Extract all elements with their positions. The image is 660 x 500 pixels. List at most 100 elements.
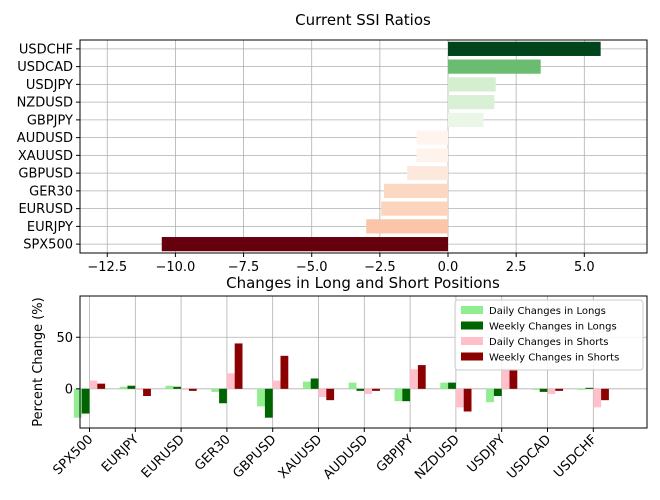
legend-label: Weekly Changes in Longs: [489, 322, 617, 333]
y-tick-label: XAUUSD: [18, 149, 73, 164]
legend-label: Weekly Changes in Shorts: [489, 353, 619, 364]
bar-eurjpy-series-2: [135, 388, 144, 390]
plot-frame: [79, 295, 648, 429]
bar-xauusd-series-1: [310, 378, 319, 389]
bar-gbpusd-series-3: [280, 355, 289, 389]
bar-usdchf-series-0: [577, 388, 586, 390]
legend-swatch: [461, 337, 483, 345]
bar-usdcad: [448, 59, 541, 74]
y-tick-label: USDCAD: [17, 60, 73, 75]
bar-usdjpy-series-2: [501, 368, 510, 389]
bar-usdcad-series-2: [547, 388, 556, 394]
bar-usdchf: [448, 41, 601, 56]
x-tick-label: AUDUSD: [321, 432, 371, 482]
bar-usdjpy-series-3: [509, 369, 518, 389]
bar-usdchf-series-1: [585, 387, 594, 389]
bar-gbpjpy-series-0: [394, 388, 403, 402]
bar-nzdusd: [448, 95, 495, 110]
x-tick-label: SPX500: [50, 432, 96, 478]
x-tick-label: USDJPY: [465, 432, 509, 476]
x-tick-label: 2.5: [506, 260, 527, 275]
bar-spx500: [161, 237, 449, 252]
bar-gbpjpy: [448, 112, 484, 127]
y-tick-label: GBPJPY: [27, 113, 73, 128]
bar-eurusd-series-2: [181, 388, 189, 390]
bar-nzdusd-series-2: [455, 388, 464, 408]
y-ticks: USDCHF USDCAD USDJPY NZDUSD GBPJPY AUDUSD XAUU…: [17, 42, 80, 253]
y-tick-label: GBPUSD: [18, 167, 73, 182]
legend-box: [454, 299, 644, 371]
x-tick-label: XAUUSD: [276, 432, 326, 482]
legend-label: Daily Changes in Longs: [489, 306, 606, 317]
bar-ger30: [383, 183, 449, 198]
bar-nzdusd-series-3: [463, 388, 472, 412]
y-tick-label: 50: [56, 331, 73, 346]
x-tick-label: −10.0: [155, 260, 195, 275]
grid: [80, 40, 647, 253]
bar-xauusd-series-3: [326, 388, 335, 401]
plot-frame: [79, 39, 648, 254]
x-tick-label: 0.0: [438, 260, 459, 275]
bar-eurusd-series-0: [165, 385, 174, 389]
y-tick-label: NZDUSD: [17, 96, 73, 111]
legend-swatch: [461, 321, 483, 330]
bar-usdjpy-series-0: [486, 388, 494, 403]
legend: Daily Changes in Longs Weekly Changes in …: [454, 299, 644, 371]
bar-eurusd: [381, 201, 449, 216]
legend-label: Daily Changes in Shorts: [489, 337, 609, 348]
bar-eurjpy-series-3: [143, 388, 151, 397]
chart-title: Changes in Long and Short Positions: [226, 274, 500, 292]
bar-gbpusd-series-0: [257, 388, 265, 407]
bar-eurjpy: [366, 219, 449, 234]
bar-usdcad-series-3: [555, 388, 564, 391]
y-tick-label: USDJPY: [26, 78, 73, 93]
bar-usdchf-series-2: [593, 388, 602, 408]
y-tick-label: EURJPY: [27, 220, 73, 235]
y-tick-label: AUDUSD: [17, 131, 73, 146]
bar-gbpusd: [407, 166, 449, 181]
y-tick-label: 0: [65, 382, 73, 397]
x-tick-label: GBPUSD: [230, 432, 279, 481]
x-tick-label: GBPJPY: [374, 432, 417, 475]
bar-gbpusd-series-1: [264, 388, 273, 418]
y-tick-label: USDCHF: [19, 42, 73, 57]
bar-audusd-series-2: [364, 388, 373, 394]
x-tick-label: −2.5: [364, 260, 396, 275]
bar-eurjpy-series-1: [127, 385, 136, 389]
legend-swatch: [461, 306, 483, 314]
x-tick-label: USDCAD: [504, 432, 554, 482]
position-changes-chart: Changes in Long and Short Positions Perc…: [31, 274, 648, 483]
x-tick-label: EURJPY: [99, 432, 142, 475]
bar-gbpjpy-series-1: [402, 388, 411, 402]
bar-ger30-series-2: [226, 373, 235, 389]
bars: [73, 343, 609, 418]
bar-gbpjpy-series-3: [417, 365, 426, 389]
bar-eurjpy-series-0: [119, 386, 128, 389]
y-ticks: 0 50: [56, 331, 80, 397]
bar-nzdusd-series-1: [448, 382, 456, 389]
bar-spx500-series-2: [89, 380, 98, 389]
bar-usdcad-series-0: [531, 388, 540, 390]
bar-spx500-series-0: [73, 388, 82, 418]
bar-audusd-series-1: [356, 388, 365, 391]
y-tick-label: EURUSD: [18, 202, 73, 217]
bar-eurusd-series-3: [188, 388, 197, 391]
bar-audusd-series-3: [372, 388, 380, 391]
bar-gbpjpy-series-2: [410, 369, 418, 389]
bar-spx500-series-3: [97, 383, 106, 389]
x-tick-label: EURUSD: [139, 432, 188, 481]
legend-swatch: [461, 352, 483, 361]
bar-spx500-series-1: [81, 388, 90, 414]
x-tick-label: GER30: [192, 432, 234, 474]
y-tick-label: SPX500: [23, 238, 73, 253]
x-ticks: −12.5 −10.0 −7.5 −5.0 −2.5 0.0 2.5 5.0: [87, 253, 595, 275]
bar-usdcad-series-1: [539, 388, 548, 392]
y-tick-label: GER30: [29, 184, 73, 199]
x-tick-label: −12.5: [87, 260, 127, 275]
bar-ger30-series-0: [211, 388, 220, 392]
chart-title: Current SSI Ratios: [295, 11, 431, 29]
bar-audusd: [416, 130, 449, 145]
y-axis-label: Percent Change (%): [31, 297, 46, 426]
